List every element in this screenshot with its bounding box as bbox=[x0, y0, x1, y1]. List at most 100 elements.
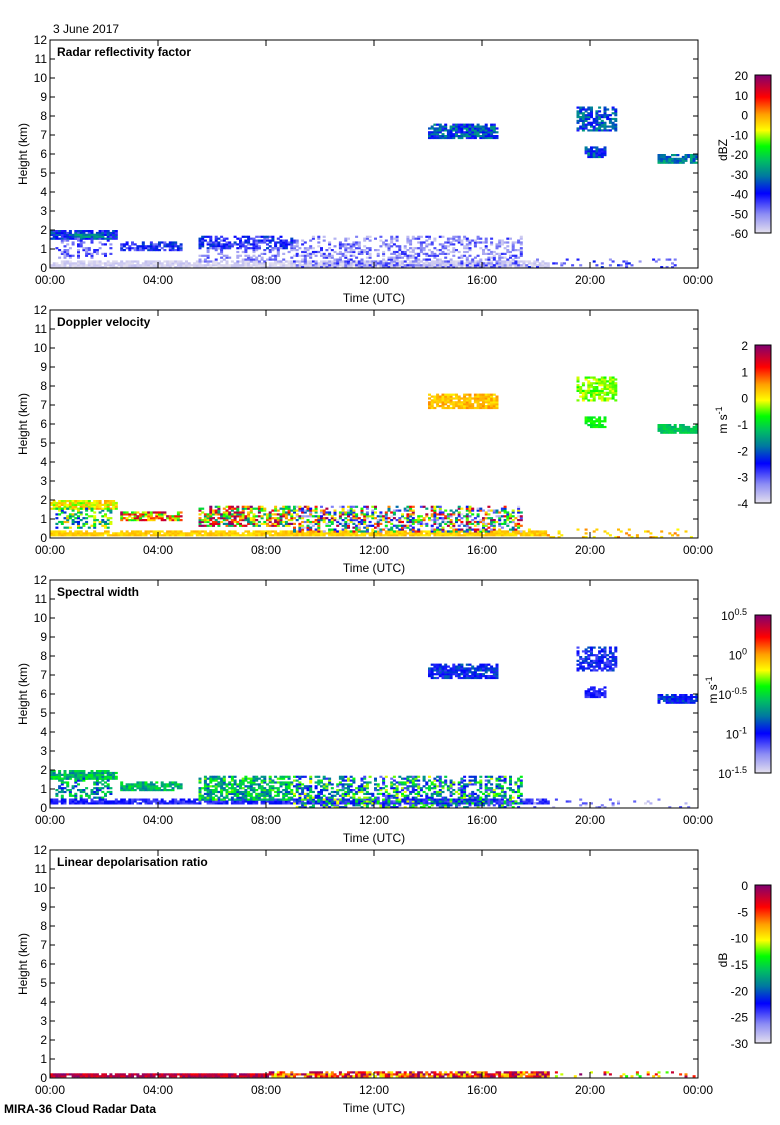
heatmap-cell bbox=[471, 240, 474, 242]
heatmap-cell bbox=[69, 776, 72, 778]
heatmap-cell bbox=[239, 245, 242, 247]
heatmap-cell bbox=[296, 506, 299, 508]
heatmap-cell bbox=[250, 264, 253, 266]
heatmap-cell bbox=[304, 247, 307, 249]
heatmap-cell bbox=[91, 534, 94, 536]
heatmap-cell bbox=[420, 247, 423, 249]
heatmap-cell bbox=[363, 802, 366, 804]
heatmap-cell bbox=[201, 241, 204, 243]
heatmap-cell bbox=[598, 148, 601, 150]
heatmap-cell bbox=[220, 253, 223, 255]
heatmap-cell bbox=[301, 511, 304, 513]
heatmap-cell bbox=[485, 247, 488, 249]
heatmap-cell bbox=[320, 517, 323, 519]
heatmap-cell bbox=[215, 247, 218, 249]
heatmap-cell bbox=[69, 530, 72, 532]
heatmap-cell bbox=[215, 241, 218, 243]
heatmap-cell bbox=[344, 529, 347, 531]
heatmap-cell bbox=[93, 500, 96, 502]
heatmap-cell bbox=[128, 260, 131, 262]
heatmap-cell bbox=[658, 156, 661, 158]
heatmap-cell bbox=[466, 133, 469, 135]
heatmap-cell bbox=[382, 259, 385, 261]
heatmap-cell bbox=[501, 260, 504, 262]
heatmap-cell bbox=[469, 407, 472, 409]
heatmap-cell bbox=[58, 506, 61, 508]
heatmap-cell bbox=[466, 403, 469, 405]
heatmap-cell bbox=[463, 255, 466, 257]
heatmap-cell bbox=[490, 532, 493, 534]
heatmap-cell bbox=[512, 530, 515, 532]
heatmap-cell bbox=[290, 802, 293, 804]
heatmap-cell bbox=[593, 399, 596, 401]
heatmap-cell bbox=[469, 521, 472, 523]
heatmap-cell bbox=[612, 396, 615, 398]
heatmap-cell bbox=[253, 525, 256, 527]
heatmap-cell bbox=[423, 519, 426, 521]
heatmap-cell bbox=[274, 257, 277, 259]
heatmap-cell bbox=[93, 791, 96, 793]
heatmap-cell bbox=[69, 802, 72, 804]
heatmap-cell bbox=[417, 529, 420, 531]
heatmap-cell bbox=[379, 260, 382, 262]
heatmap-cell bbox=[77, 534, 80, 536]
heatmap-cell bbox=[325, 508, 328, 510]
heatmap-cell bbox=[409, 513, 412, 515]
heatmap-cell bbox=[450, 127, 453, 129]
heatmap-cell bbox=[142, 243, 145, 245]
heatmap-cell bbox=[390, 253, 393, 255]
heatmap-cell bbox=[131, 530, 134, 532]
heatmap-cell bbox=[317, 245, 320, 247]
heatmap-cell bbox=[420, 532, 423, 534]
heatmap-cell bbox=[104, 230, 107, 232]
heatmap-cell bbox=[477, 127, 480, 129]
heatmap-cell bbox=[53, 238, 56, 240]
heatmap-cell bbox=[212, 510, 215, 512]
heatmap-cell bbox=[382, 260, 385, 262]
heatmap-cell bbox=[147, 800, 150, 802]
heatmap-cell bbox=[226, 245, 229, 247]
heatmap-cell bbox=[396, 260, 399, 262]
heatmap-cell bbox=[342, 506, 345, 508]
heatmap-cell bbox=[614, 392, 617, 394]
heatmap-cell bbox=[66, 243, 69, 245]
heatmap-cell bbox=[250, 259, 253, 261]
heatmap-cell bbox=[474, 243, 477, 245]
heatmap-cell bbox=[331, 532, 334, 534]
heatmap-cell bbox=[517, 527, 520, 529]
heatmap-cell bbox=[409, 529, 412, 531]
heatmap-cell bbox=[466, 397, 469, 399]
heatmap-cell bbox=[207, 519, 210, 521]
heatmap-cell bbox=[217, 511, 220, 513]
heatmap-cell bbox=[296, 260, 299, 262]
heatmap-cell bbox=[269, 511, 272, 513]
heatmap-cell bbox=[485, 511, 488, 513]
heatmap-cell bbox=[415, 238, 418, 240]
heatmap-cell bbox=[96, 264, 99, 266]
heatmap-cell bbox=[74, 778, 77, 780]
heatmap-cell bbox=[180, 799, 183, 801]
heatmap-cell bbox=[474, 257, 477, 259]
heatmap-cell bbox=[452, 397, 455, 399]
heatmap-cell bbox=[404, 253, 407, 255]
panel-title: Radar reflectivity factor bbox=[57, 45, 191, 59]
heatmap-cell bbox=[425, 264, 428, 266]
heatmap-cell bbox=[512, 511, 515, 513]
heatmap-cell bbox=[236, 534, 239, 536]
heatmap-cell bbox=[174, 534, 177, 536]
heatmap-cell bbox=[77, 264, 80, 266]
heatmap-cell bbox=[217, 799, 220, 801]
heatmap-cell bbox=[126, 530, 129, 532]
heatmap-cell bbox=[253, 249, 256, 251]
heatmap-cell bbox=[409, 243, 412, 245]
heatmap-cell bbox=[242, 515, 245, 517]
heatmap-cell bbox=[120, 530, 123, 532]
heatmap-cell bbox=[579, 388, 582, 390]
heatmap-cell bbox=[328, 260, 331, 262]
heatmap-cell bbox=[344, 262, 347, 264]
heatmap-cell bbox=[336, 262, 339, 264]
heatmap-cell bbox=[58, 504, 61, 506]
heatmap-cell bbox=[385, 243, 388, 245]
heatmap-cell bbox=[474, 126, 477, 128]
heatmap-cell bbox=[450, 241, 453, 243]
